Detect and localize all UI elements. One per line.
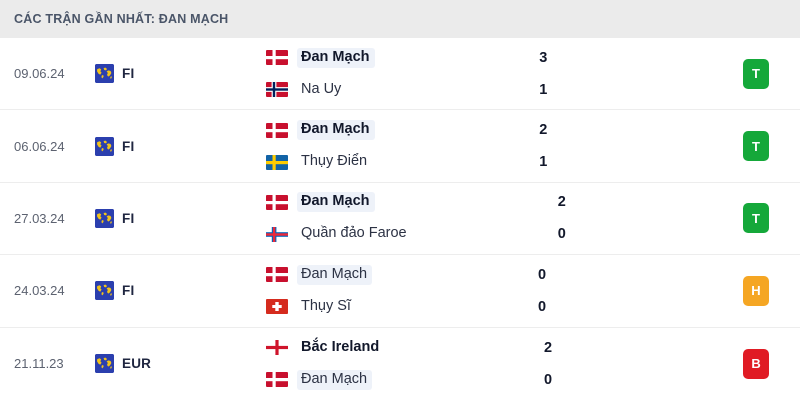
away-team[interactable]: Thụy Điển (266, 152, 468, 172)
status-badge[interactable]: B (743, 348, 770, 379)
competition-cell[interactable]: FI (95, 281, 180, 301)
match-date: 06.06.24 (14, 138, 65, 154)
match-date: 24.03.24 (14, 283, 65, 299)
competition-cell[interactable]: FI (95, 208, 180, 228)
home-score: 2 (539, 122, 548, 139)
northern-ireland-flag (266, 340, 288, 356)
away-score: 1 (539, 154, 548, 171)
page-title: CÁC TRẬN GẦN NHẤT: ĐAN MẠCH (14, 12, 229, 26)
world-map-icon (95, 208, 114, 228)
away-team[interactable]: Na Uy (266, 80, 468, 100)
world-map-icon (95, 354, 114, 374)
teams-cell: Đan Mạch Thụy Sĩ (180, 264, 467, 317)
away-team[interactable]: Quần đảo Faroe (266, 224, 487, 244)
norway-flag (266, 82, 288, 98)
competition-cell[interactable]: EUR (95, 354, 180, 374)
home-score: 0 (538, 266, 547, 283)
home-team-name: Đan Mạch (297, 192, 375, 213)
competition-code: FI (122, 210, 135, 226)
away-score: 0 (544, 371, 553, 388)
away-team-name: Quần đảo Faroe (301, 225, 407, 242)
home-score: 2 (544, 339, 553, 356)
away-team[interactable]: Thụy Sĩ (266, 297, 467, 317)
home-team-name: Bắc Ireland (301, 338, 380, 355)
home-team-name: Đan Mạch (297, 120, 375, 141)
away-team-name: Thụy Sĩ (301, 297, 351, 314)
home-score: 2 (557, 194, 566, 211)
away-score: 0 (538, 298, 547, 315)
result-cell: T (712, 58, 800, 89)
match-date: 27.03.24 (14, 210, 65, 226)
home-team[interactable]: Đan Mạch (266, 47, 468, 68)
away-score: 0 (557, 226, 566, 243)
denmark-flag (266, 122, 288, 138)
world-map-icon (95, 281, 114, 301)
result-cell: T (712, 131, 800, 162)
denmark-flag (266, 372, 288, 388)
away-team-name: Na Uy (301, 80, 342, 97)
world-map-icon (95, 136, 114, 156)
teams-cell: Đan Mạch Quần đảo Faroe (180, 192, 487, 244)
denmark-flag (266, 194, 288, 210)
home-team[interactable]: Đan Mạch (266, 120, 468, 141)
home-team[interactable]: Đan Mạch (266, 192, 487, 213)
teams-cell: Bắc Ireland Đan Mạch (180, 338, 473, 390)
result-cell: T (712, 203, 800, 234)
home-score: 3 (539, 49, 548, 66)
away-team-name: Thụy Điển (301, 153, 368, 170)
denmark-flag (266, 267, 288, 283)
switzerland-flag (266, 299, 288, 315)
match-row[interactable]: 21.11.23 EUR Bắc Ireland Đan Mạch 2 0 B (0, 327, 800, 400)
denmark-flag (266, 50, 288, 66)
match-date: 21.11.23 (14, 356, 64, 372)
status-badge[interactable]: T (743, 203, 770, 234)
competition-code: FI (122, 138, 135, 154)
match-list: 09.06.24 FI Đan Mạch Na Uy 3 1 T 06.06.24 FI Đan … (0, 38, 800, 400)
widget-header: CÁC TRẬN GẦN NHẤT: ĐAN MẠCH (0, 0, 800, 38)
match-row[interactable]: 06.06.24 FI Đan Mạch Thụy Điển 2 1 T (0, 110, 800, 183)
teams-cell: Đan Mạch Thụy Điển (180, 120, 468, 172)
home-team-name: Đan Mạch (297, 264, 373, 285)
status-badge[interactable]: H (743, 275, 769, 306)
competition-cell[interactable]: FI (95, 136, 180, 156)
home-team[interactable]: Bắc Ireland (266, 338, 473, 358)
result-cell: B (712, 348, 800, 379)
result-cell: H (712, 275, 800, 306)
status-badge[interactable]: T (743, 131, 769, 162)
status-badge[interactable]: T (743, 58, 769, 89)
match-row[interactable]: 09.06.24 FI Đan Mạch Na Uy 3 1 T (0, 38, 800, 111)
sweden-flag (266, 154, 288, 170)
match-row[interactable]: 27.03.24 FI Đan Mạch Quần đảo Faroe 2 0 T (0, 182, 800, 256)
world-map-icon (95, 64, 114, 84)
home-team[interactable]: Đan Mạch (266, 264, 467, 285)
competition-cell[interactable]: FI (95, 64, 180, 84)
away-score: 1 (539, 81, 548, 98)
competition-code: FI (122, 283, 135, 299)
match-row[interactable]: 24.03.24 FI Đan Mạch Thụy Sĩ 0 0 H (0, 255, 800, 328)
match-date: 09.06.24 (14, 66, 65, 82)
teams-cell: Đan Mạch Na Uy (180, 47, 468, 100)
faroe-islands-flag (266, 226, 288, 242)
home-team-name: Đan Mạch (297, 47, 375, 68)
away-team-name: Đan Mạch (297, 369, 373, 390)
competition-code: EUR (122, 356, 152, 372)
competition-code: FI (122, 66, 135, 82)
away-team[interactable]: Đan Mạch (266, 369, 473, 390)
